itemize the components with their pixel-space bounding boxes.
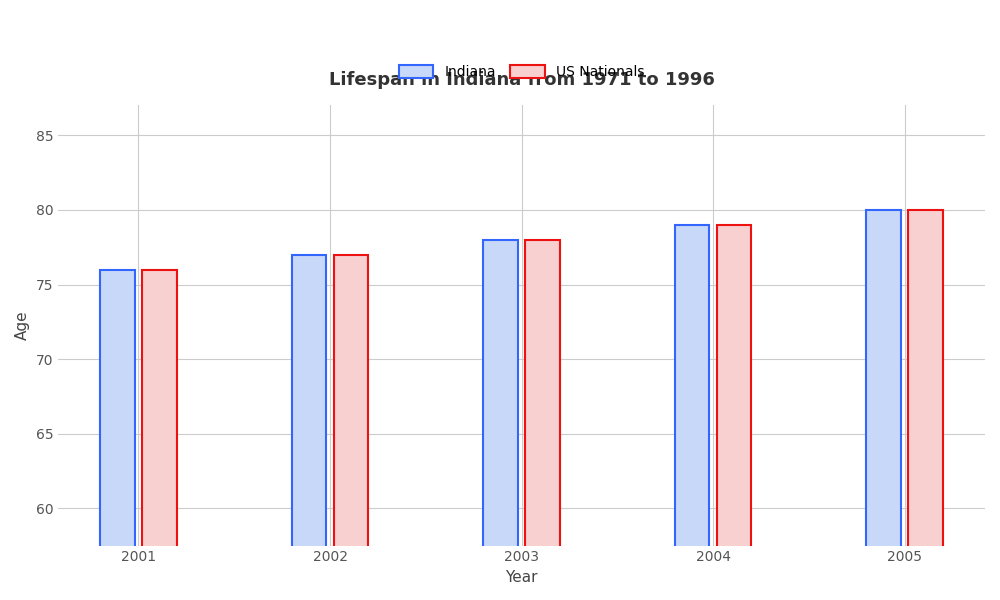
Bar (292, 254, 326, 600)
Legend: Indiana, US Nationals: Indiana, US Nationals (393, 59, 650, 85)
Y-axis label: Age: Age (15, 311, 30, 340)
Bar (142, 269, 177, 600)
Bar (525, 240, 560, 600)
Title: Lifespan in Indiana from 1971 to 1996: Lifespan in Indiana from 1971 to 1996 (329, 71, 714, 89)
Bar (866, 210, 901, 600)
Bar (717, 225, 751, 600)
X-axis label: Year: Year (505, 570, 538, 585)
Bar (100, 269, 135, 600)
Bar (675, 225, 709, 600)
Bar (334, 254, 368, 600)
Bar (908, 210, 943, 600)
Bar (483, 240, 518, 600)
